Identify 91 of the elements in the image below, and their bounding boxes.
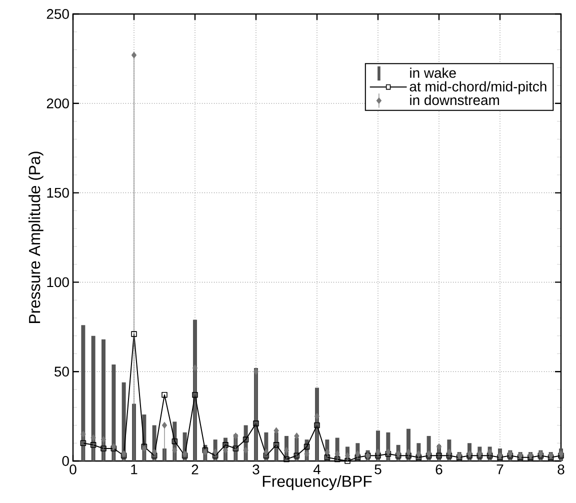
point [375, 452, 381, 459]
point [528, 454, 534, 460]
point [284, 446, 290, 454]
point [80, 440, 86, 446]
point [314, 422, 320, 428]
point [548, 454, 554, 460]
point [162, 422, 168, 429]
point [202, 447, 208, 454]
y-tick-label: 150 [47, 188, 69, 198]
point [232, 446, 239, 452]
point [222, 446, 228, 454]
point [253, 368, 259, 375]
y-tick-label: 50 [54, 366, 69, 377]
point [436, 452, 442, 459]
point [162, 392, 168, 398]
point [131, 331, 137, 337]
x-axis-title: Frequency/BPF [262, 475, 372, 490]
point [324, 454, 330, 460]
point [294, 432, 300, 440]
point [406, 452, 412, 459]
point [192, 392, 198, 398]
point [264, 448, 269, 456]
point [152, 448, 157, 456]
point [446, 448, 452, 456]
point [497, 452, 503, 459]
point [344, 452, 350, 459]
legend-label: in wake [410, 68, 456, 78]
point [304, 450, 310, 458]
point [80, 430, 86, 438]
x-tick-label: 2 [192, 464, 198, 474]
point [456, 454, 462, 460]
point [233, 432, 238, 440]
point [242, 436, 249, 442]
y-tick-label: 250 [46, 9, 69, 19]
bar [102, 339, 106, 461]
y-tick-label: 200 [46, 98, 69, 108]
point [486, 452, 493, 459]
point [212, 448, 218, 456]
point [222, 442, 228, 448]
point [416, 454, 422, 460]
y-axis-title: Pressure Amplitude (Pa) [28, 152, 44, 324]
point [243, 446, 248, 454]
legend-label: at mid-chord/mid-pitch [410, 81, 546, 94]
bar [81, 325, 86, 461]
point [324, 448, 330, 456]
point [294, 452, 300, 459]
point [497, 454, 503, 460]
point [253, 420, 259, 426]
point [334, 456, 340, 462]
point [192, 364, 198, 372]
point [284, 456, 290, 462]
point [375, 448, 381, 456]
point [344, 458, 350, 464]
point [314, 413, 320, 420]
point [131, 52, 137, 58]
point [263, 452, 270, 459]
x-tick-label: 0 [70, 464, 76, 474]
point [446, 452, 452, 459]
x-tick-label: 3 [252, 464, 260, 474]
point [100, 446, 106, 452]
point [273, 442, 280, 448]
point [172, 438, 178, 444]
point [212, 452, 218, 459]
point [355, 450, 360, 458]
x-tick-label: 4 [313, 464, 320, 474]
bar [112, 364, 116, 461]
point [406, 448, 412, 456]
x-tick-label: 8 [558, 464, 564, 474]
point [274, 427, 279, 434]
x-tick-label: 6 [436, 464, 442, 474]
point [111, 443, 116, 450]
x-tick-label: 1 [131, 464, 138, 474]
point [110, 446, 117, 452]
point [487, 448, 492, 456]
point [416, 450, 422, 458]
bar [91, 336, 96, 461]
point [436, 443, 442, 450]
y-tick-label: 100 [47, 277, 69, 288]
point [334, 450, 340, 458]
point [354, 454, 361, 460]
y-tick-label: 0 [62, 456, 69, 466]
point [517, 454, 524, 460]
x-tick-label: 7 [496, 464, 504, 474]
point [100, 436, 106, 443]
point [90, 434, 96, 442]
point [304, 444, 310, 450]
point [172, 446, 178, 454]
point [151, 452, 158, 459]
point [90, 442, 96, 448]
x-tick-label: 5 [374, 464, 382, 474]
legend-label: in downstream [410, 94, 499, 106]
